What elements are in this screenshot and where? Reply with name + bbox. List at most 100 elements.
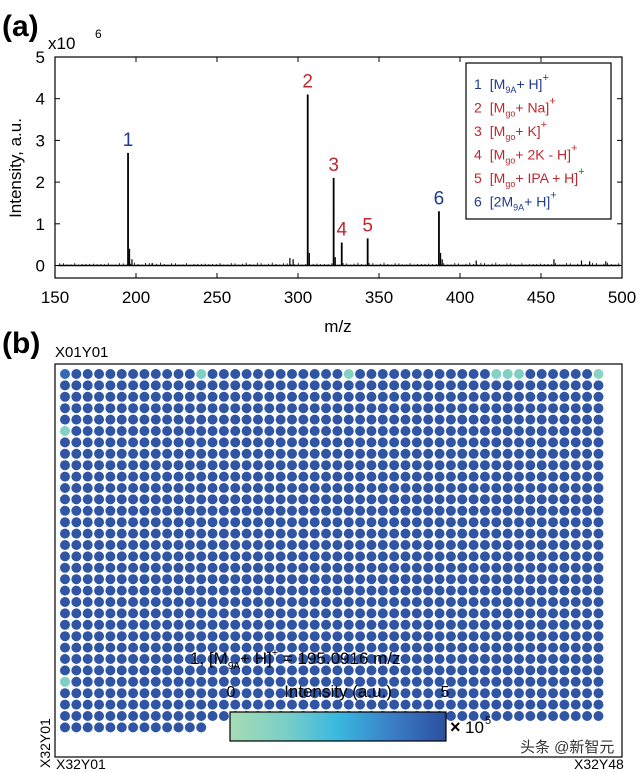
spot <box>593 631 604 642</box>
spot <box>173 426 184 436</box>
spot <box>287 665 297 676</box>
spot <box>377 391 388 402</box>
spot <box>196 551 207 562</box>
spot <box>389 517 400 528</box>
spot <box>309 528 320 539</box>
spot <box>321 528 332 539</box>
spot <box>525 631 536 642</box>
spot <box>275 369 286 379</box>
spot <box>570 437 581 448</box>
spot <box>116 574 127 585</box>
spot <box>400 540 411 550</box>
spot <box>559 585 570 596</box>
spot <box>94 585 105 596</box>
spot <box>525 369 536 379</box>
spot <box>514 562 524 573</box>
spot <box>389 574 400 585</box>
spot <box>116 699 127 710</box>
spot <box>241 391 252 402</box>
spot <box>230 574 241 585</box>
spot <box>377 562 388 573</box>
spot <box>355 403 366 414</box>
spot <box>241 414 252 425</box>
spot <box>582 699 593 710</box>
spot <box>60 403 70 414</box>
spot <box>400 665 411 676</box>
spot <box>230 665 241 676</box>
spot <box>94 608 105 619</box>
spot <box>411 688 422 699</box>
spot <box>423 699 434 710</box>
spot <box>468 391 479 402</box>
spot <box>94 574 105 585</box>
spot <box>548 494 559 505</box>
spot <box>128 528 139 539</box>
spot <box>548 369 559 379</box>
spot <box>400 585 411 596</box>
spot <box>536 426 547 436</box>
spot <box>332 551 343 562</box>
spot <box>218 676 229 687</box>
spot <box>252 676 263 687</box>
spot <box>434 699 445 710</box>
spot <box>298 403 309 414</box>
spot <box>343 528 354 539</box>
spot <box>173 574 184 585</box>
spot <box>321 665 332 676</box>
spot <box>116 688 127 699</box>
spot <box>468 642 479 653</box>
spot <box>241 437 252 448</box>
spot <box>321 654 332 664</box>
spot <box>491 642 502 653</box>
spot <box>252 699 263 710</box>
spot <box>343 380 354 391</box>
spot <box>366 631 377 642</box>
spot <box>105 517 116 528</box>
spot <box>173 505 184 516</box>
spot <box>582 597 593 607</box>
spot <box>298 688 309 699</box>
spot <box>548 380 559 391</box>
spot <box>525 505 536 516</box>
spot <box>514 471 524 482</box>
spot <box>287 654 297 664</box>
spot <box>491 688 502 699</box>
spot <box>230 460 241 471</box>
legend-entry-5: 5 [Mgo+ IPA + H]+ <box>474 166 585 189</box>
spot <box>252 494 263 505</box>
spot <box>139 676 150 687</box>
spot <box>582 426 593 436</box>
spot <box>287 631 297 642</box>
spot <box>548 619 559 630</box>
spot <box>196 540 207 550</box>
spot <box>434 448 445 459</box>
spot <box>309 448 320 459</box>
spot <box>128 369 139 379</box>
spot <box>502 517 513 528</box>
spot <box>321 505 332 516</box>
spot <box>252 528 263 539</box>
spot <box>287 426 297 436</box>
spot <box>582 471 593 482</box>
spot <box>287 642 297 653</box>
spot <box>173 369 184 379</box>
x-tick-label: 250 <box>203 288 231 307</box>
spot <box>332 688 343 699</box>
spot <box>423 574 434 585</box>
spot <box>423 391 434 402</box>
spot <box>343 403 354 414</box>
spot <box>139 483 150 493</box>
spot <box>162 562 173 573</box>
spot <box>332 665 343 676</box>
spot <box>411 448 422 459</box>
spot <box>434 585 445 596</box>
spot <box>230 483 241 493</box>
spot <box>525 528 536 539</box>
spot <box>445 448 456 459</box>
spot <box>332 608 343 619</box>
spot <box>468 688 479 699</box>
spot <box>196 403 207 414</box>
spot <box>400 483 411 493</box>
spot <box>298 665 309 676</box>
spot <box>559 483 570 493</box>
